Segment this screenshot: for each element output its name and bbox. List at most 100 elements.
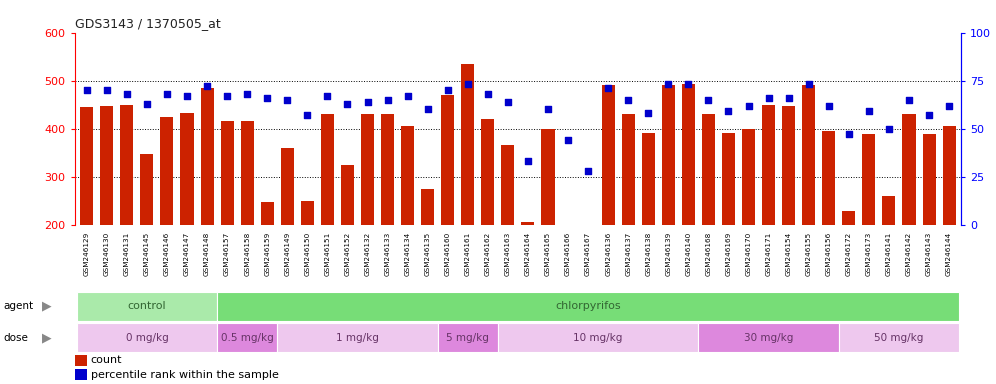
Text: GSM246138: GSM246138 [645,232,651,276]
Point [119,91,134,97]
Text: GSM246130: GSM246130 [104,232,110,276]
Text: GSM246164: GSM246164 [525,232,531,276]
Bar [922,134,935,225]
Bar [437,323,498,352]
Text: GSM246140: GSM246140 [685,232,691,276]
Point [540,106,556,113]
Text: GSM246162: GSM246162 [485,232,491,276]
Text: GSM246141: GSM246141 [885,232,892,276]
Text: GSM246155: GSM246155 [806,232,812,276]
Bar [843,211,856,225]
Bar [321,114,334,225]
Bar [241,121,254,225]
Bar [501,146,514,225]
Bar [641,134,654,225]
Text: GSM246154: GSM246154 [786,232,792,276]
Point [440,87,456,93]
Point [601,85,617,91]
Text: GSM246165: GSM246165 [545,232,551,276]
Bar [823,131,836,225]
Point [179,93,195,99]
Text: GSM246150: GSM246150 [305,232,311,276]
Text: 5 mg/kg: 5 mg/kg [446,333,489,343]
Text: GSM246137: GSM246137 [625,232,631,276]
Bar [782,106,795,225]
Text: GSM246133: GSM246133 [384,232,390,276]
Bar [942,126,955,225]
Bar [381,114,394,225]
Bar [602,86,615,225]
Point [761,95,777,101]
Point [460,81,476,88]
Text: GSM246166: GSM246166 [565,232,571,276]
Text: GSM246151: GSM246151 [325,232,331,276]
Text: GSM246146: GSM246146 [164,232,170,276]
Text: GSM246142: GSM246142 [906,232,912,276]
Text: 50 mg/kg: 50 mg/kg [874,333,923,343]
Point [79,87,95,93]
Bar [77,292,217,321]
Point [340,101,356,107]
Text: 30 mg/kg: 30 mg/kg [744,333,793,343]
Point [219,93,235,99]
Point [99,87,115,93]
Bar [698,323,839,352]
Text: GSM246173: GSM246173 [866,232,872,276]
Point [560,137,576,143]
Text: ▶: ▶ [42,300,52,313]
Text: GSM246158: GSM246158 [244,232,250,276]
Text: 0 mg/kg: 0 mg/kg [125,333,168,343]
Text: control: control [127,301,166,311]
Bar [401,126,414,225]
Text: GSM246149: GSM246149 [284,232,290,276]
Text: 10 mg/kg: 10 mg/kg [574,333,622,343]
Text: ▶: ▶ [42,331,52,344]
Point [520,158,536,164]
Bar [441,95,454,225]
Bar [200,88,213,225]
Text: GSM246152: GSM246152 [345,232,351,276]
Point [239,91,255,97]
Bar [277,323,437,352]
Text: GSM246171: GSM246171 [766,232,772,276]
Bar [220,121,234,225]
Bar [77,323,217,352]
Bar [121,105,133,225]
Text: GSM246147: GSM246147 [184,232,190,276]
Point [901,97,917,103]
Point [580,168,596,174]
Text: GSM246159: GSM246159 [264,232,270,276]
Point [801,81,817,88]
Point [360,99,375,105]
Text: GSM246156: GSM246156 [826,232,832,276]
Text: GSM246160: GSM246160 [445,232,451,276]
Bar [722,134,735,225]
Text: GSM246139: GSM246139 [665,232,671,276]
Text: GSM246144: GSM246144 [946,232,952,276]
Text: chlorpyrifos: chlorpyrifos [556,301,621,311]
Bar [839,323,959,352]
Text: 0.5 mg/kg: 0.5 mg/kg [221,333,274,343]
Text: GSM246143: GSM246143 [926,232,932,276]
Bar [622,114,634,225]
Text: GSM246129: GSM246129 [84,232,90,276]
Point [861,108,876,114]
Bar [217,292,959,321]
Text: GSM246161: GSM246161 [465,232,471,276]
Point [621,97,636,103]
Text: GSM246168: GSM246168 [705,232,711,276]
Bar [301,201,314,225]
Point [138,101,154,107]
Bar [180,113,193,225]
Point [680,81,696,88]
Bar [902,114,915,225]
Point [419,106,435,113]
Point [720,108,736,114]
Text: count: count [91,355,123,365]
Point [159,91,175,97]
Point [660,81,676,88]
Point [500,99,516,105]
Point [941,103,957,109]
Bar [101,106,114,225]
Point [399,93,415,99]
